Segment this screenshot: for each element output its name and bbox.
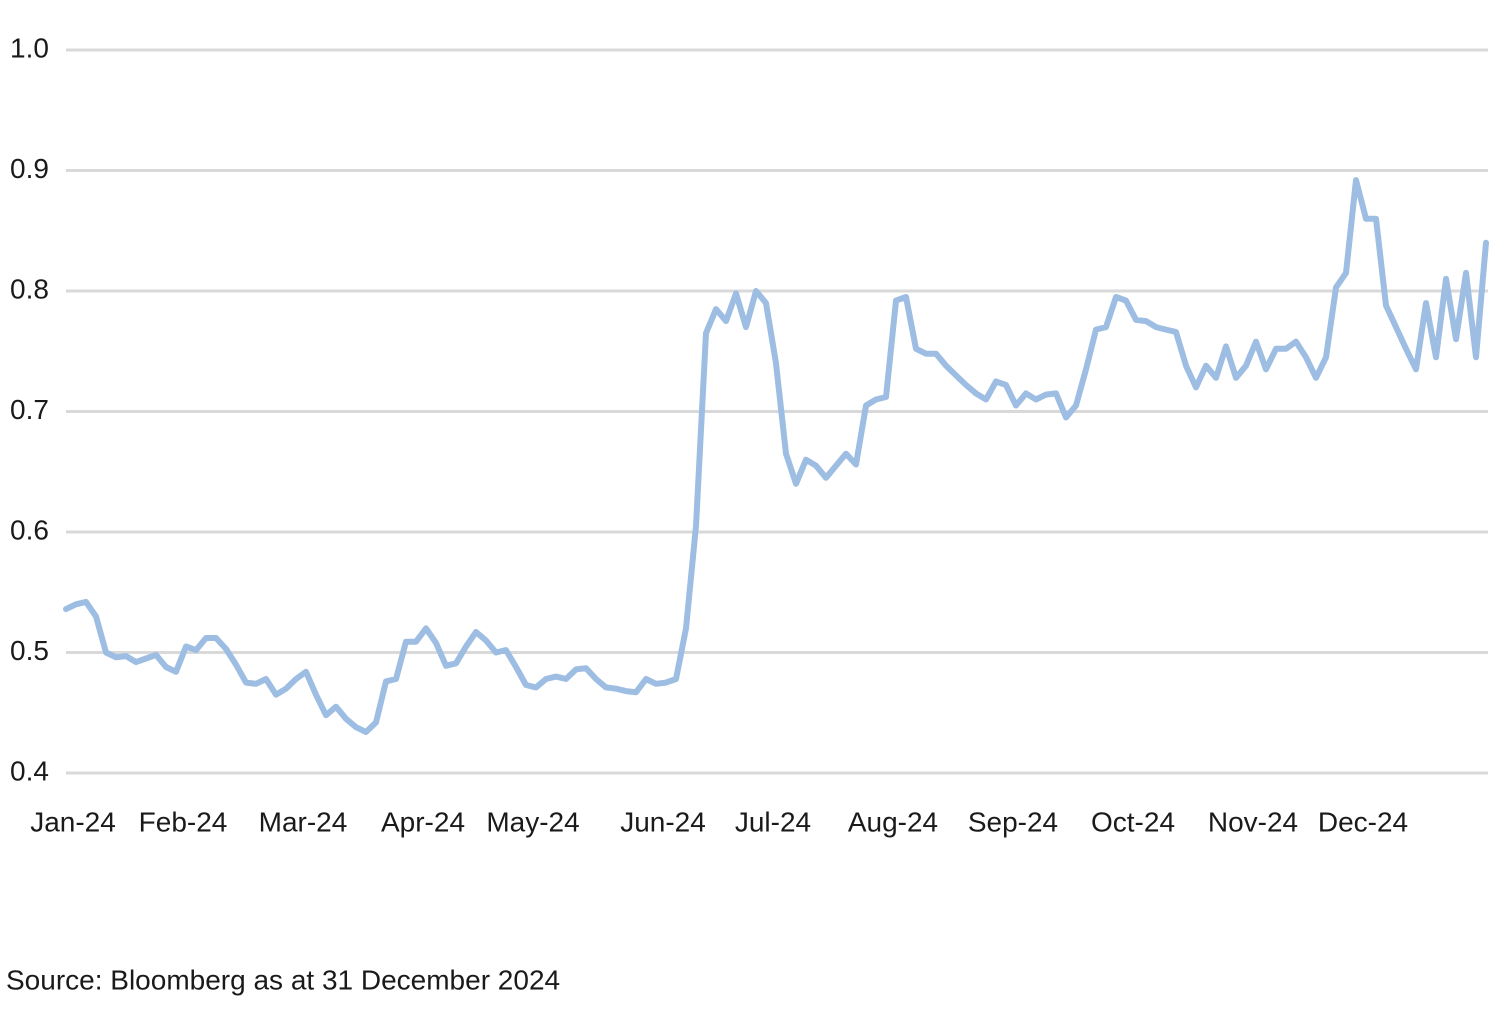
x-tick-label: Jul-24 xyxy=(735,806,811,837)
x-tick-label: Nov-24 xyxy=(1208,806,1298,837)
x-tick-label: Apr-24 xyxy=(381,806,465,837)
y-tick-label: 1.0 xyxy=(10,32,49,63)
x-tick-label: Jun-24 xyxy=(620,806,706,837)
x-tick-label: Dec-24 xyxy=(1318,806,1408,837)
source-note: Source: Bloomberg as at 31 December 2024 xyxy=(6,964,560,995)
x-tick-label: May-24 xyxy=(486,806,579,837)
x-tick-label: Aug-24 xyxy=(848,806,938,837)
y-tick-label: 0.5 xyxy=(10,635,49,666)
y-tick-label: 0.9 xyxy=(10,153,49,184)
x-tick-label: Mar-24 xyxy=(259,806,348,837)
x-tick-label: Feb-24 xyxy=(139,806,228,837)
data-line xyxy=(63,177,1489,735)
y-tick-label: 0.8 xyxy=(10,273,49,304)
y-tick-label: 0.7 xyxy=(10,394,49,425)
y-tick-label: 0.4 xyxy=(10,755,49,786)
x-tick-label: Jan-24 xyxy=(30,806,116,837)
x-tick-label: Oct-24 xyxy=(1091,806,1175,837)
y-tick-label: 0.6 xyxy=(10,514,49,545)
x-tick-label: Sep-24 xyxy=(968,806,1058,837)
